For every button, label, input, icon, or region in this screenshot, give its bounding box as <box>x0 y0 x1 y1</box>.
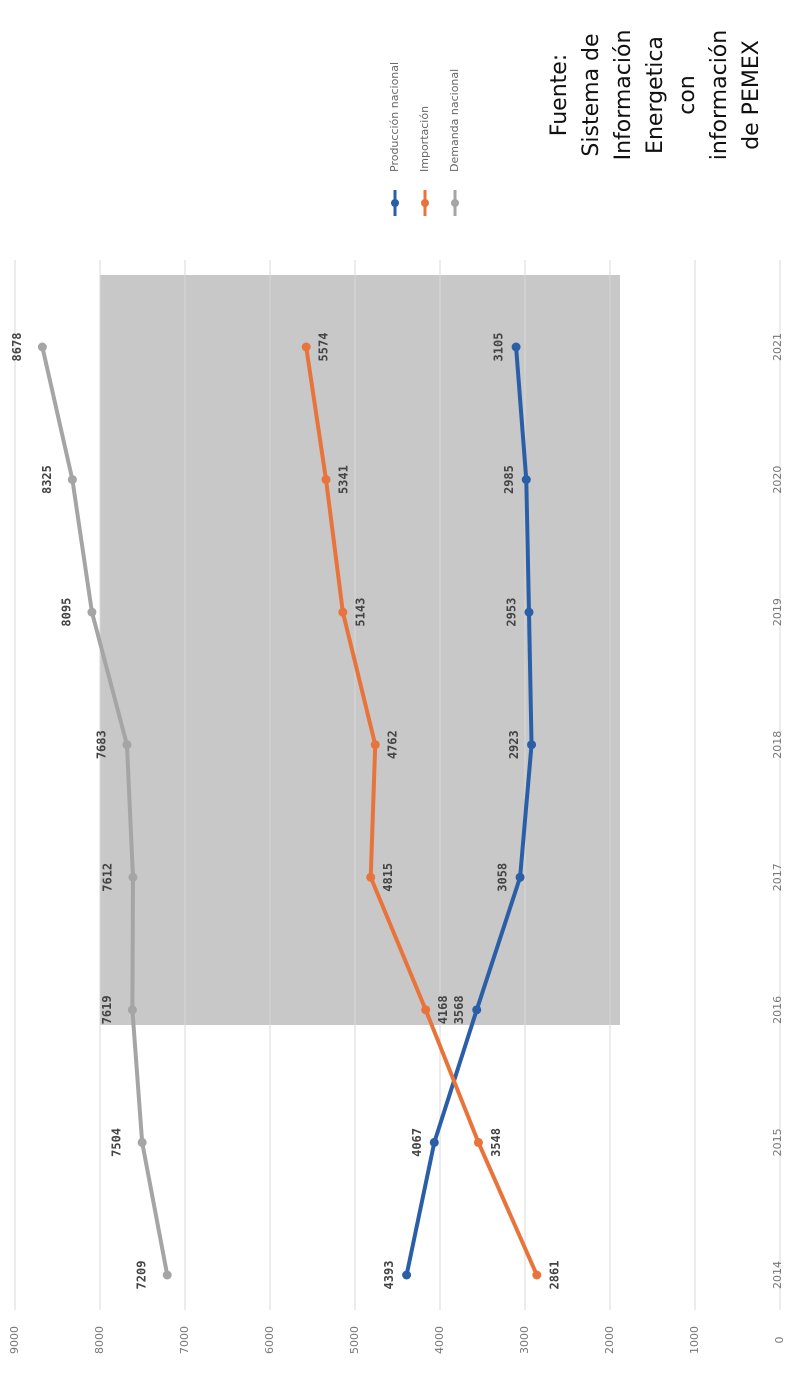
data-label: 3105 <box>492 333 506 362</box>
source-text: información <box>707 30 732 160</box>
source-text: con <box>675 75 700 115</box>
data-label: 5143 <box>353 598 367 627</box>
point <box>37 342 47 352</box>
point <box>338 607 348 617</box>
data-label: 5341 <box>337 465 351 494</box>
legend-marker <box>421 199 429 207</box>
x-tick-label: 2017 <box>771 863 784 891</box>
data-label: 8325 <box>40 465 54 494</box>
source-text: Sistema de <box>579 33 604 156</box>
point <box>128 872 138 882</box>
data-label: 8095 <box>59 598 73 627</box>
data-label: 7683 <box>94 730 108 759</box>
line <box>40 346 170 1276</box>
point <box>532 1270 542 1280</box>
data-label: 7619 <box>100 995 114 1024</box>
point <box>366 872 376 882</box>
line <box>304 346 539 1276</box>
source-text: Fuente: <box>547 54 572 136</box>
x-tick-label: 2016 <box>771 996 784 1024</box>
legend-label: Importación <box>418 106 431 172</box>
point <box>137 1137 147 1147</box>
data-label: 3058 <box>496 863 510 892</box>
source-text: Energetica <box>643 36 668 154</box>
point <box>472 1005 482 1015</box>
point <box>122 740 132 750</box>
point <box>402 1270 412 1280</box>
y-tick-label: 3000 <box>518 1326 531 1354</box>
data-label: 7209 <box>135 1261 149 1290</box>
point <box>127 1005 137 1015</box>
x-tick-label: 2018 <box>771 731 784 759</box>
point <box>321 475 331 485</box>
point <box>87 607 97 617</box>
x-tick-label: 2014 <box>771 1261 784 1289</box>
point <box>473 1137 483 1147</box>
x-tick-label: 2019 <box>771 598 784 626</box>
legend-marker <box>451 199 459 207</box>
data-label: 2923 <box>507 730 521 759</box>
data-label: 7504 <box>110 1128 124 1157</box>
y-tick-label: 2000 <box>603 1326 616 1354</box>
data-label: 4067 <box>410 1128 424 1157</box>
point <box>162 1270 172 1280</box>
x-tick-label: 2021 <box>771 333 784 361</box>
x-tick-label: 2015 <box>771 1128 784 1156</box>
y-tick-label: 7000 <box>178 1326 191 1354</box>
point <box>524 607 534 617</box>
data-label: 2985 <box>502 465 516 494</box>
point <box>511 342 521 352</box>
data-label: 3568 <box>452 995 466 1024</box>
line <box>404 346 534 1276</box>
data-label: 8678 <box>10 333 24 362</box>
source-text: Información <box>611 30 636 161</box>
point <box>429 1137 439 1147</box>
data-label: 2861 <box>547 1261 561 1290</box>
y-tick-label: 1000 <box>688 1326 701 1354</box>
y-tick-label: 0 <box>773 1337 786 1344</box>
point <box>67 475 77 485</box>
point <box>515 872 525 882</box>
data-label: 4815 <box>381 863 395 892</box>
point <box>421 1005 431 1015</box>
y-tick-label: 6000 <box>263 1326 276 1354</box>
point <box>527 740 537 750</box>
background-image <box>100 275 620 1025</box>
y-tick-label: 5000 <box>348 1326 361 1354</box>
data-label: 4393 <box>382 1261 396 1290</box>
x-tick-label: 2020 <box>771 466 784 494</box>
source-text: de PEMEX <box>739 40 764 150</box>
data-label: 4168 <box>436 995 450 1024</box>
point <box>521 475 531 485</box>
legend-marker <box>391 199 399 207</box>
y-tick-label: 9000 <box>8 1326 21 1354</box>
data-label: 4762 <box>386 730 400 759</box>
legend-label: Demanda nacional <box>448 69 461 172</box>
y-tick-label: 4000 <box>433 1326 446 1354</box>
data-label: 5574 <box>317 333 331 362</box>
point <box>301 342 311 352</box>
y-tick-label: 8000 <box>93 1326 106 1354</box>
data-label: 3548 <box>489 1128 503 1157</box>
data-label: 2953 <box>504 598 518 627</box>
point <box>370 740 380 750</box>
legend-label: Producción nacional <box>388 62 401 172</box>
data-label: 7612 <box>100 863 114 892</box>
